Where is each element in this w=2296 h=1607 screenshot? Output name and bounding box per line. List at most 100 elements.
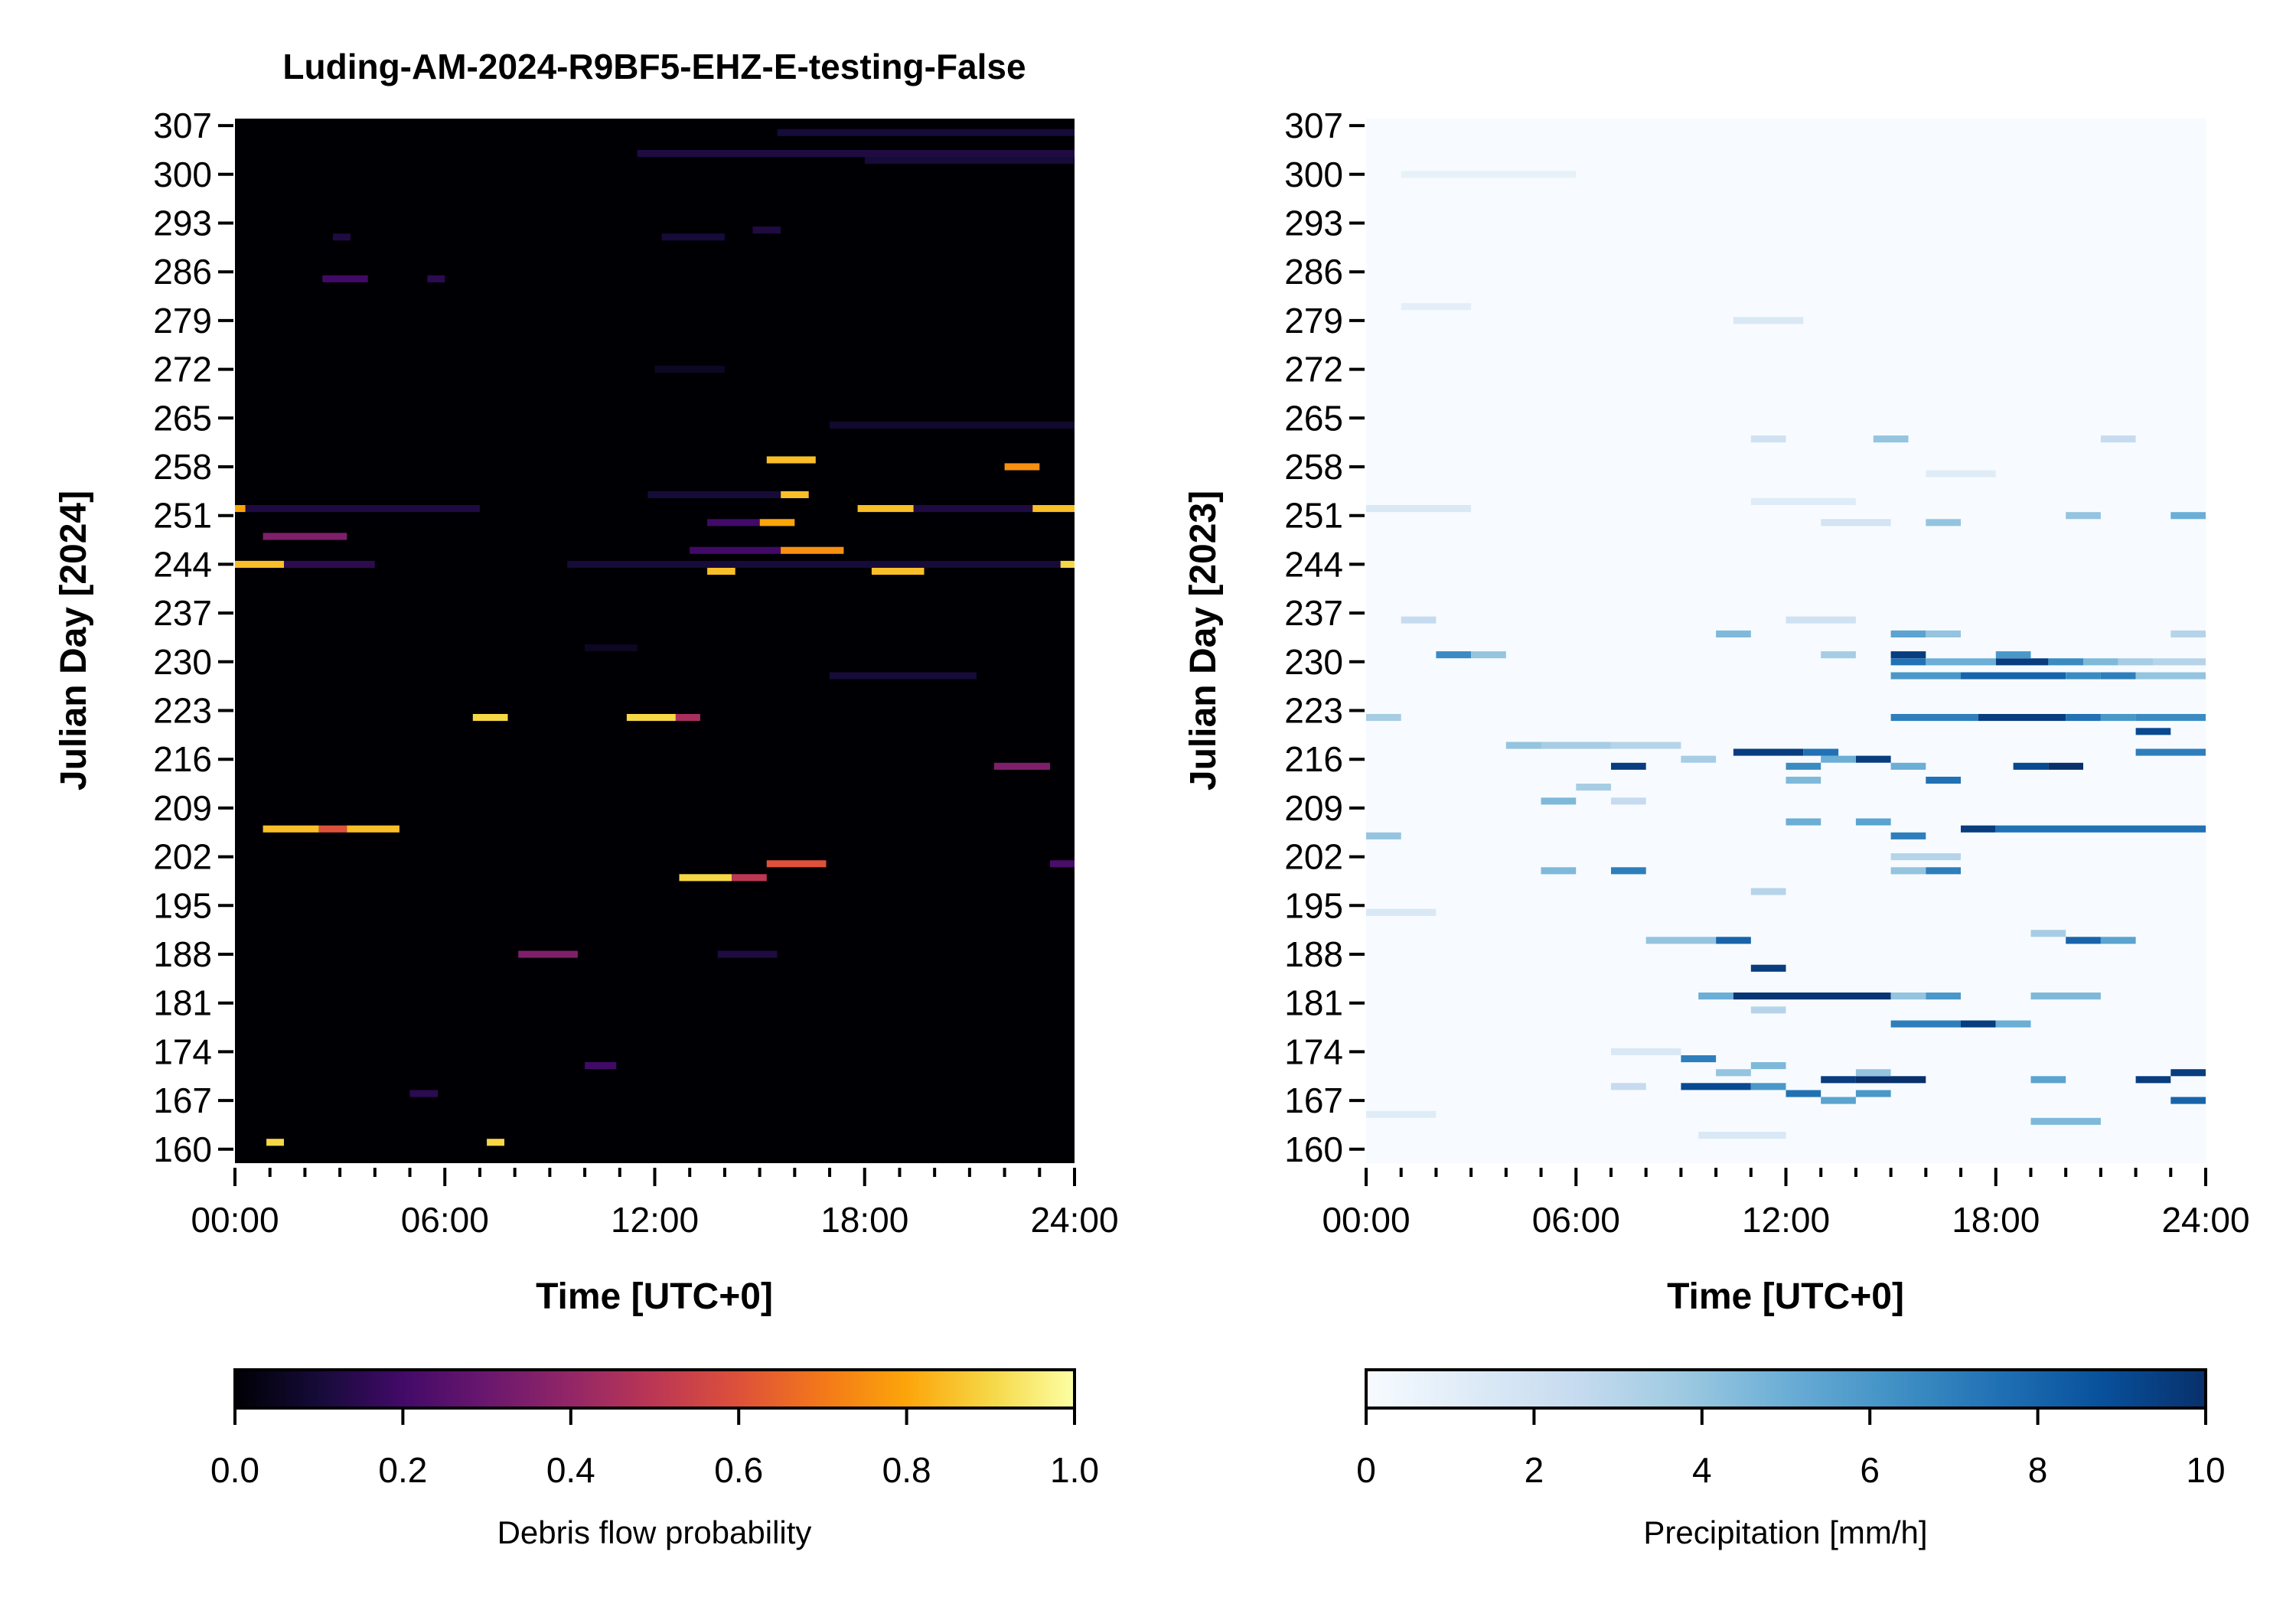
heatmap-cell: [1401, 171, 1577, 178]
y-tick-label: 307: [1284, 106, 1343, 145]
heatmap-cell: [409, 1090, 439, 1097]
heatmap-cell: [2170, 512, 2206, 520]
heatmap-cell: [1821, 519, 1891, 526]
heatmap-cell: [427, 275, 445, 282]
heatmap-cell: [1890, 1020, 1961, 1028]
heatmap-cell: [1855, 1090, 1891, 1097]
y-tick-label: 195: [153, 885, 212, 925]
heatmap-cell: [1890, 658, 1926, 666]
heatmap-cell: [1855, 755, 1891, 763]
y-tick-label: 160: [153, 1129, 212, 1169]
heatmap-cell: [1401, 303, 1472, 311]
heatmap-cell: [830, 421, 1075, 429]
heatmap-cell: [1541, 797, 1577, 805]
heatmap-cell: [913, 505, 1033, 513]
y-tick-label: 293: [1284, 204, 1343, 243]
heatmap-cell: [2135, 1076, 2171, 1084]
heatmap-cell: [679, 874, 732, 882]
heatmap-cell: [1541, 867, 1577, 875]
heatmap-cell: [637, 150, 1075, 158]
heatmap-cell: [2170, 1069, 2206, 1077]
heatmap-cell: [318, 825, 347, 833]
colorbar-tick-label: 0: [1356, 1450, 1376, 1490]
heatmap-cell: [781, 546, 844, 554]
heatmap-cell: [1750, 1006, 1786, 1014]
heatmap-cell: [717, 950, 778, 958]
x-tick-label: 12:00: [611, 1200, 699, 1240]
heatmap-cell: [1855, 818, 1891, 826]
x-tick-label: 06:00: [1532, 1200, 1620, 1240]
heatmap-cell: [1611, 742, 1681, 749]
heatmap-cell: [1926, 777, 1961, 784]
heatmap-cell: [2066, 672, 2101, 680]
heatmap-cell: [1681, 1083, 1751, 1090]
colorbar-tick-label: 0.4: [546, 1450, 595, 1490]
heatmap-cell: [2066, 714, 2101, 722]
heatmap-cell: [1821, 1076, 1856, 1084]
y-tick-label: 307: [153, 106, 212, 145]
y-tick-label: 223: [1284, 691, 1343, 731]
colorbar-tick-label: 10: [2186, 1450, 2225, 1490]
heatmap-cell: [1890, 714, 1978, 722]
heatmap-cell: [1855, 1076, 1926, 1084]
heatmap-cell: [707, 519, 760, 526]
heatmap-cell: [1611, 867, 1646, 875]
heatmap-cell: [1004, 463, 1040, 471]
heatmap-cell: [2048, 762, 2083, 770]
heatmap-cell: [1890, 672, 1961, 680]
heatmap-cell: [585, 1062, 617, 1070]
heatmap-cell: [1436, 651, 1472, 659]
heatmap-cell: [1821, 651, 1856, 659]
heatmap-cell: [707, 568, 735, 575]
y-tick-label: 251: [153, 496, 212, 536]
heatmap-cell: [1926, 867, 1961, 875]
heatmap-cell: [1576, 784, 1611, 791]
y-tick-label: 230: [153, 642, 212, 682]
heatmap-background: [1366, 119, 2206, 1163]
heatmap-cell: [626, 714, 676, 722]
y-tick-label: 272: [153, 350, 212, 390]
heatmap-cell: [1050, 860, 1075, 868]
heatmap-cell: [2083, 658, 2118, 666]
y-tick-label: 258: [1284, 447, 1343, 487]
y-tick-label: 195: [1284, 885, 1343, 925]
colorbar-label: Debris flow probability: [497, 1514, 812, 1550]
heatmap-cell: [1032, 505, 1075, 513]
heatmap-cell: [2030, 1117, 2101, 1125]
heatmap-cell: [1855, 1069, 1891, 1077]
heatmap-cell: [472, 714, 508, 722]
x-tick-label: 18:00: [820, 1200, 908, 1240]
colorbar-tick-label: 0.6: [714, 1450, 763, 1490]
colorbar-debris-flow: [233, 1368, 1076, 1410]
heatmap-cell: [1873, 435, 1909, 443]
heatmap-cell: [1750, 497, 1856, 505]
y-axis-label: Julian Day [2023]: [1183, 491, 1224, 790]
heatmap-cell: [1611, 762, 1646, 770]
heatmap-cell: [1890, 867, 1926, 875]
x-tick-label: 24:00: [2161, 1200, 2249, 1240]
heatmap-cell: [322, 275, 368, 282]
heatmap-cell: [1890, 832, 1926, 839]
y-tick-label: 167: [153, 1081, 212, 1120]
heatmap-cell: [2100, 714, 2136, 722]
heatmap-cell: [263, 825, 319, 833]
heatmap-cell: [1890, 762, 1926, 770]
heatmap-cell: [864, 157, 1075, 165]
heatmap-cell: [2135, 714, 2206, 722]
y-tick-label: 209: [1284, 788, 1343, 828]
y-tick-label: 216: [153, 739, 212, 779]
y-tick-label: 251: [1284, 496, 1343, 536]
heatmap-cells: [1366, 171, 2206, 1139]
heatmap-cell: [1890, 993, 1926, 1000]
y-tick-label: 209: [153, 788, 212, 828]
heatmap-cell: [347, 825, 400, 833]
heatmap-cell: [1750, 435, 1786, 443]
heatmap-cell: [2170, 630, 2206, 637]
y-axis: 307 300 293 286 279 272 265 258 251 244 237 230 223 2…: [1284, 106, 1365, 1169]
y-axis: 307 300 293 286 279 272 265 258 251 244 237 230 223 2…: [153, 106, 233, 1169]
y-tick-label: 244: [1284, 544, 1343, 584]
y-tick-label: 167: [1284, 1081, 1343, 1120]
y-tick-label: 174: [1284, 1032, 1343, 1071]
heatmap-cell: [245, 505, 480, 513]
colorbar-ticks: 0 2 4 6 8 10: [1356, 1408, 2226, 1490]
